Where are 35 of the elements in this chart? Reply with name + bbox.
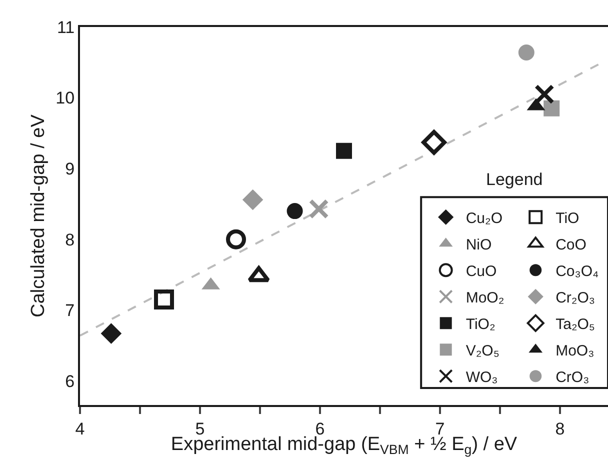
legend-label: CuO bbox=[466, 262, 497, 280]
point bbox=[518, 44, 534, 60]
legend-label: CoO bbox=[556, 236, 586, 254]
legend-label: Co₃O₄ bbox=[556, 262, 599, 280]
legend-label: Cr₂O₃ bbox=[556, 289, 596, 306]
legend-title: Legend bbox=[486, 170, 543, 189]
point bbox=[534, 84, 554, 104]
point bbox=[100, 323, 122, 344]
legend-label: NiO bbox=[466, 236, 492, 254]
legend-label: TiO₂ bbox=[466, 316, 496, 333]
y-tick-label: 8 bbox=[65, 230, 75, 250]
point bbox=[242, 189, 264, 210]
x-tick-label: 4 bbox=[75, 419, 85, 438]
y-tick-label: 11 bbox=[56, 18, 75, 37]
point bbox=[544, 100, 560, 116]
legend-label: MoO₃ bbox=[556, 342, 594, 360]
point bbox=[226, 229, 246, 250]
point bbox=[154, 290, 174, 310]
legend-label: WO₃ bbox=[466, 368, 498, 386]
y-tick-label: 9 bbox=[65, 160, 75, 179]
point bbox=[308, 198, 329, 219]
legend-label: Ta₂O₅ bbox=[556, 316, 595, 333]
legend-label: TiO bbox=[556, 210, 580, 227]
point bbox=[422, 130, 446, 155]
y-tick-label: 10 bbox=[56, 88, 75, 108]
y-tick-label: 6 bbox=[65, 372, 75, 391]
point bbox=[336, 142, 352, 159]
legend-label: Cu₂O bbox=[466, 210, 503, 227]
point bbox=[286, 203, 303, 220]
y-axis-title: Calculated mid-gap / eV bbox=[28, 114, 50, 318]
x-tick-label: 8 bbox=[555, 419, 565, 438]
legend-label: V₂O₅ bbox=[466, 342, 500, 360]
legend-label: CrO₃ bbox=[556, 368, 590, 386]
legend-label: MoO₂ bbox=[466, 289, 504, 306]
y-tick-label: 7 bbox=[65, 301, 75, 320]
